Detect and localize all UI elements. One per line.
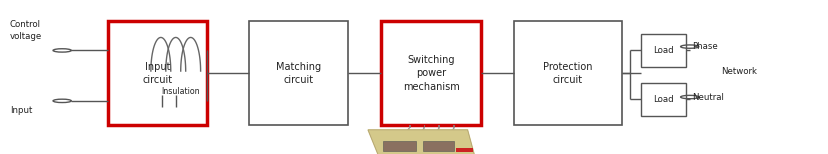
FancyBboxPatch shape	[640, 34, 686, 67]
Polygon shape	[368, 130, 474, 154]
Text: Load: Load	[652, 46, 673, 55]
Text: Switching
power
mechanism: Switching power mechanism	[402, 55, 459, 91]
Text: Protection
circuit: Protection circuit	[542, 62, 592, 85]
Text: Insulation: Insulation	[161, 87, 200, 96]
FancyBboxPatch shape	[455, 148, 472, 152]
Text: Load: Load	[652, 95, 673, 104]
FancyBboxPatch shape	[383, 141, 416, 151]
Text: Phase: Phase	[691, 42, 717, 51]
FancyBboxPatch shape	[248, 21, 348, 125]
FancyBboxPatch shape	[381, 21, 480, 125]
FancyBboxPatch shape	[108, 21, 207, 125]
Text: Matching
circuit: Matching circuit	[276, 62, 320, 85]
Text: Neutral: Neutral	[691, 93, 723, 101]
Text: Control
voltage: Control voltage	[10, 20, 42, 41]
Text: Input
circuit: Input circuit	[142, 62, 172, 85]
Text: Input: Input	[10, 105, 32, 115]
FancyBboxPatch shape	[640, 83, 686, 116]
Text: Network: Network	[720, 67, 756, 76]
FancyBboxPatch shape	[513, 21, 621, 125]
FancyBboxPatch shape	[422, 141, 454, 151]
